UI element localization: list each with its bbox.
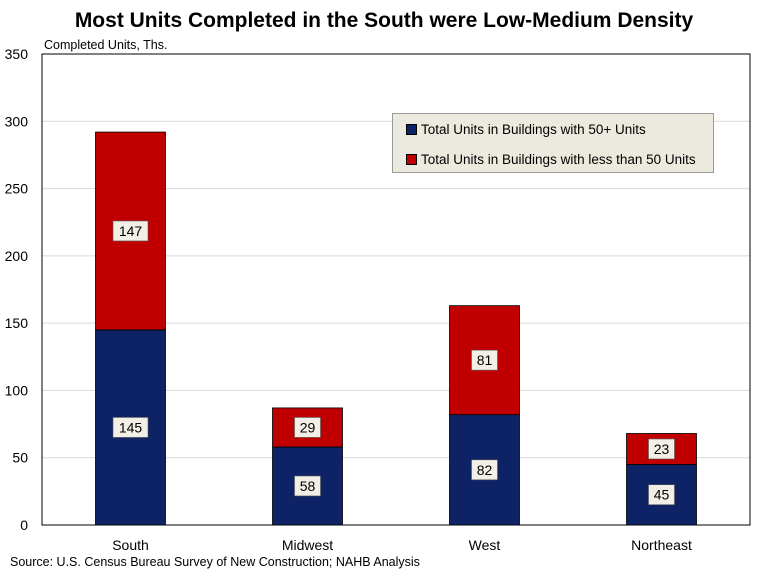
data-label: 82	[477, 462, 493, 478]
y-tick-label: 100	[5, 382, 29, 398]
y-axis-label: Completed Units, Ths.	[44, 38, 168, 52]
x-category-label: West	[469, 537, 501, 553]
data-labels: 145 147 58 29 82 81 45 23	[112, 220, 675, 506]
data-label: 81	[477, 352, 493, 368]
x-category-label: Midwest	[282, 537, 333, 553]
data-label-box	[471, 459, 498, 481]
chart-title: Most Units Completed in the South were L…	[74, 9, 694, 32]
data-label-box	[294, 475, 321, 497]
data-label: 45	[654, 487, 670, 503]
y-tick-label: 200	[5, 248, 29, 264]
y-tick-label: 150	[5, 315, 29, 331]
data-label-box	[471, 349, 498, 371]
x-axis-categories: South Midwest West Northeast	[112, 537, 692, 553]
x-category-label: Northeast	[631, 537, 692, 553]
data-label-box	[112, 220, 149, 242]
legend-label-50plus: Total Units in Buildings with 50+ Units	[421, 122, 646, 137]
legend: Total Units in Buildings with 50+ Units …	[392, 113, 714, 173]
legend-swatch-under50	[406, 154, 417, 165]
data-label: 147	[119, 223, 143, 239]
source-note: Source: U.S. Census Bureau Survey of New…	[10, 555, 420, 569]
y-tick-label: 0	[20, 517, 28, 533]
data-label: 23	[654, 441, 670, 457]
data-label-box	[648, 484, 675, 506]
x-category-label: South	[112, 537, 149, 553]
y-tick-label: 300	[5, 113, 29, 129]
data-label-box	[294, 417, 321, 438]
bars	[95, 131, 697, 526]
data-label-box	[112, 417, 149, 438]
legend-label-under50: Total Units in Buildings with less than …	[421, 152, 696, 167]
y-tick-label: 350	[5, 46, 29, 62]
legend-swatch-50plus	[406, 124, 417, 135]
y-axis-ticks: 0 50 100 150 200 250 300 350	[5, 46, 29, 533]
y-tick-label: 250	[5, 181, 29, 197]
data-label-box	[648, 438, 675, 460]
plot-area	[41, 53, 751, 526]
y-tick-label: 50	[12, 450, 28, 466]
legend-item-50plus: Total Units in Buildings with 50+ Units	[406, 122, 646, 137]
legend-item-under50: Total Units in Buildings with less than …	[406, 152, 696, 167]
bar-northeast-series1	[626, 433, 697, 465]
data-label: 58	[300, 478, 316, 494]
data-label: 145	[119, 419, 143, 435]
data-label: 29	[300, 419, 316, 435]
